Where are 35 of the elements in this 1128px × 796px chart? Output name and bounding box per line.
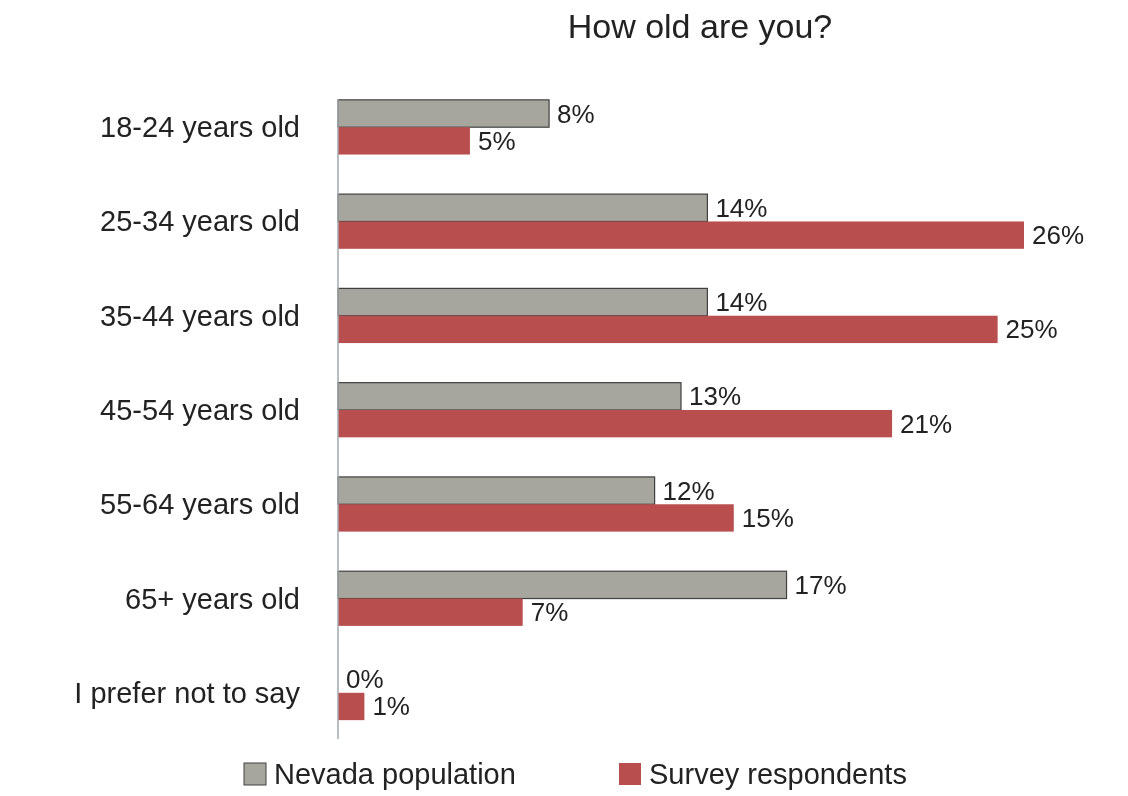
bar [337, 99, 550, 128]
data-label: 17% [794, 569, 847, 600]
bar [337, 570, 788, 600]
data-label: 21% [900, 408, 953, 439]
data-label: 7% [530, 597, 569, 628]
bar [338, 692, 365, 721]
bar [338, 598, 523, 626]
data-label: 15% [741, 502, 794, 533]
data-label: 14% [715, 287, 768, 318]
y-tick-label: 55-64 years old [100, 488, 300, 521]
y-tick-label: 25-34 years old [100, 205, 300, 238]
bar [338, 504, 734, 532]
y-tick-label: 65+ years old [125, 582, 300, 615]
chart-title: How old are you? [567, 7, 833, 45]
data-label: 25% [1005, 314, 1058, 345]
y-tick-label: I prefer not to say [74, 676, 301, 709]
bar [338, 315, 998, 344]
data-label: 13% [689, 381, 742, 412]
data-label: 14% [715, 192, 768, 223]
bar [337, 476, 656, 505]
legend-label: Survey respondents [649, 758, 907, 790]
y-tick-label: 45-54 years old [100, 394, 300, 426]
bar [338, 127, 470, 155]
bar [337, 287, 708, 317]
bar [338, 221, 1024, 249]
data-label: 12% [662, 475, 715, 506]
y-tick-label: 18-24 years old [100, 111, 300, 144]
legend-label: Nevada population [274, 758, 516, 790]
data-label: 5% [477, 125, 516, 156]
bar [337, 193, 708, 223]
data-label: 26% [1032, 220, 1085, 251]
data-label: 8% [557, 98, 595, 129]
y-tick-label: 35-44 years old [100, 299, 300, 332]
bar [337, 382, 682, 411]
bar [338, 410, 893, 438]
